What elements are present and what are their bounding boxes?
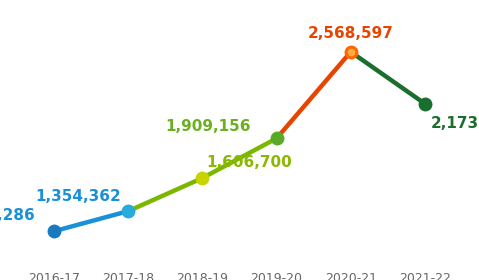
Text: 2,568,597: 2,568,597 — [308, 26, 394, 41]
Text: 2016-17: 2016-17 — [28, 272, 80, 280]
Text: 2021-22: 2021-22 — [399, 272, 451, 280]
Text: 1,909,156: 1,909,156 — [165, 119, 251, 134]
Text: 2,173,158: 2,173,158 — [431, 116, 479, 131]
Text: 2018-19: 2018-19 — [176, 272, 228, 280]
Text: 2019-20: 2019-20 — [251, 272, 303, 280]
Text: 2017-18: 2017-18 — [102, 272, 154, 280]
Text: 1,606,700: 1,606,700 — [206, 155, 292, 171]
Text: 1,201,286: 1,201,286 — [0, 208, 35, 223]
Text: 2020-21: 2020-21 — [325, 272, 377, 280]
Text: 1,354,362: 1,354,362 — [35, 189, 121, 204]
